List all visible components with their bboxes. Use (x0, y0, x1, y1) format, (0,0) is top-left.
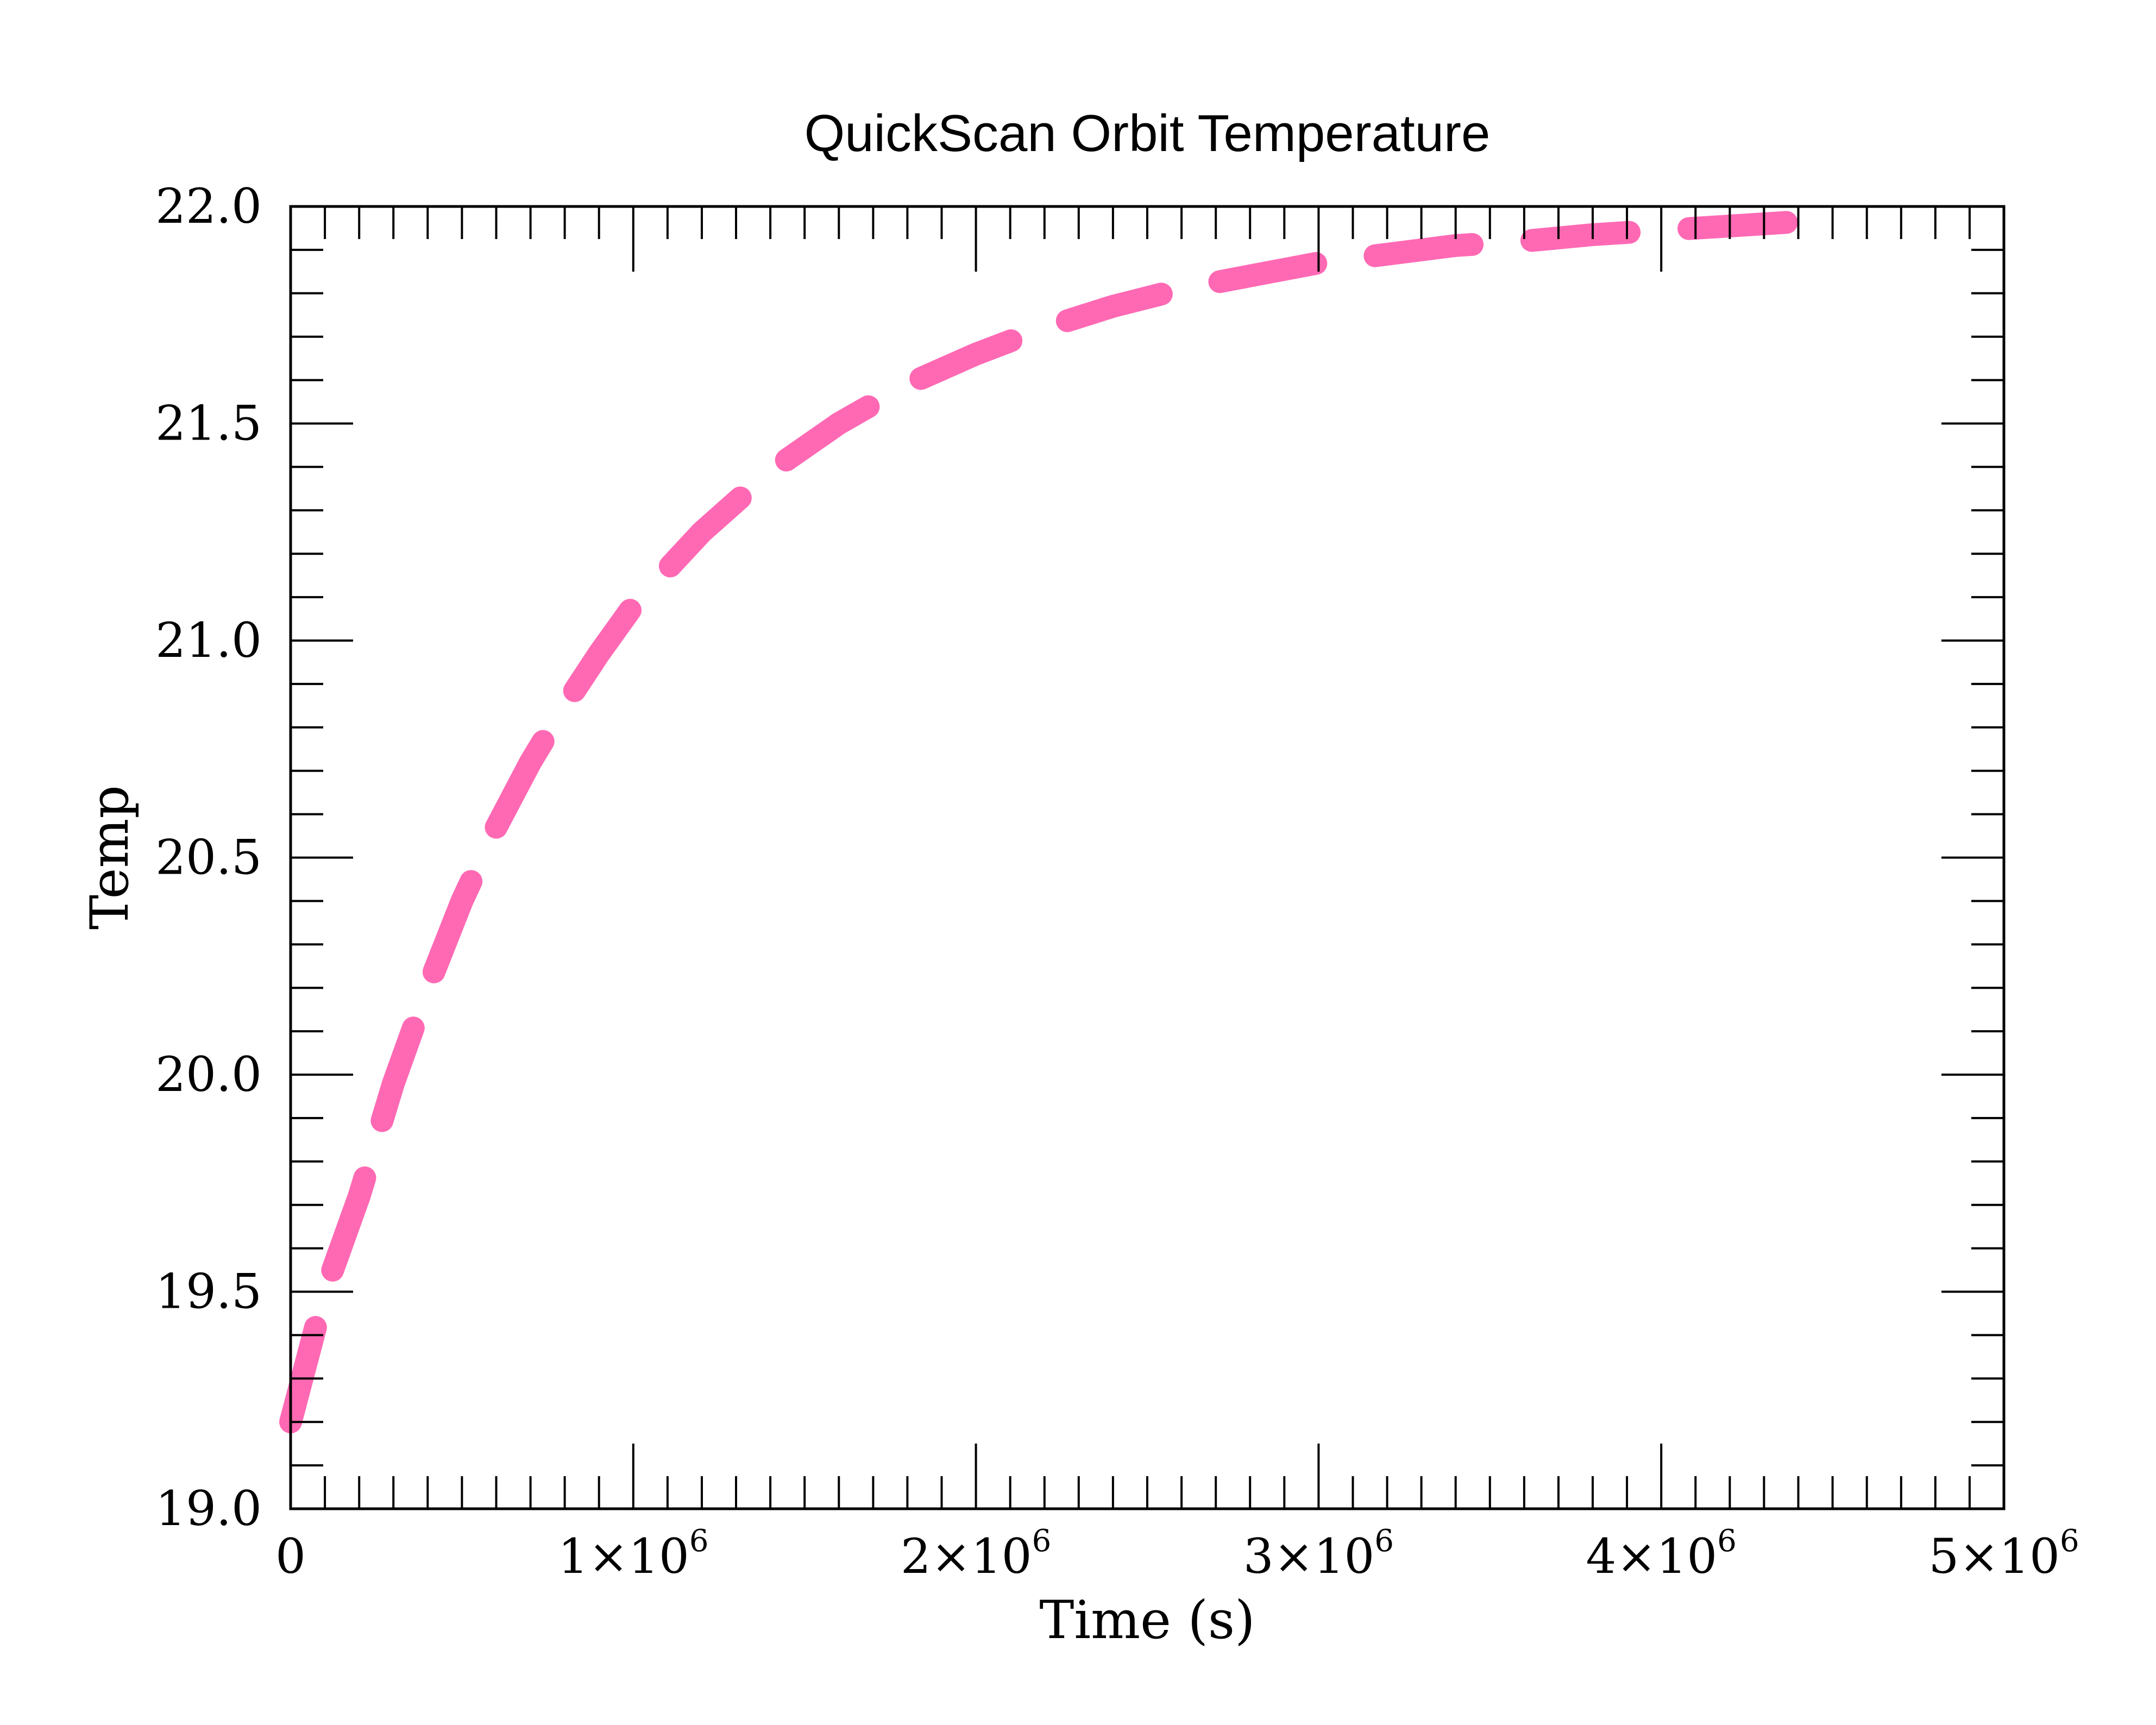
x-tick-exponent: 6 (2060, 1523, 2079, 1559)
x-tick-mantissa: 2×10 (901, 1528, 1032, 1584)
y-tick-label: 21.5 (155, 396, 262, 451)
x-tick-exponent: 6 (689, 1523, 709, 1559)
series-line-0 (279, 210, 1810, 1434)
series-group (279, 210, 1810, 1434)
x-tick-label: 2×106 (901, 1523, 1051, 1584)
x-tick-label: 1×106 (558, 1523, 708, 1584)
x-tick-label: 5×106 (1928, 1523, 2079, 1584)
y-tick-label: 19.0 (155, 1481, 262, 1536)
x-tick-exponent: 6 (1374, 1523, 1394, 1559)
x-tick-mantissa: 1×10 (558, 1528, 689, 1584)
y-tick-label: 21.0 (155, 612, 262, 668)
x-tick-label: 4×106 (1586, 1523, 1737, 1584)
y-tick-label: 22.0 (155, 178, 262, 234)
y-tick-label: 20.5 (155, 830, 262, 886)
x-tick-mantissa: 4×10 (1586, 1528, 1718, 1584)
plot-frame (289, 205, 2006, 1510)
chart-title: QuickScan Orbit Temperature (804, 104, 1491, 162)
tick-labels-group: 0 1×106 2×106 3×106 4×106 5×10619.019.520.020… (155, 178, 2079, 1584)
y-tick-label: 20.0 (155, 1046, 262, 1102)
x-tick-mantissa: 5×10 (1928, 1528, 2060, 1584)
x-tick-label: 0 (275, 1528, 306, 1584)
x-tick-exponent: 6 (1032, 1523, 1052, 1559)
y-tick-label: 19.5 (155, 1264, 262, 1320)
x-tick-mantissa: 3×10 (1243, 1528, 1375, 1584)
y-axis-label: Temp (79, 785, 140, 930)
x-tick-exponent: 6 (1717, 1523, 1737, 1559)
x-axis-label: Time (s) (1039, 1590, 1255, 1651)
x-tick-label: 3×106 (1243, 1523, 1394, 1584)
